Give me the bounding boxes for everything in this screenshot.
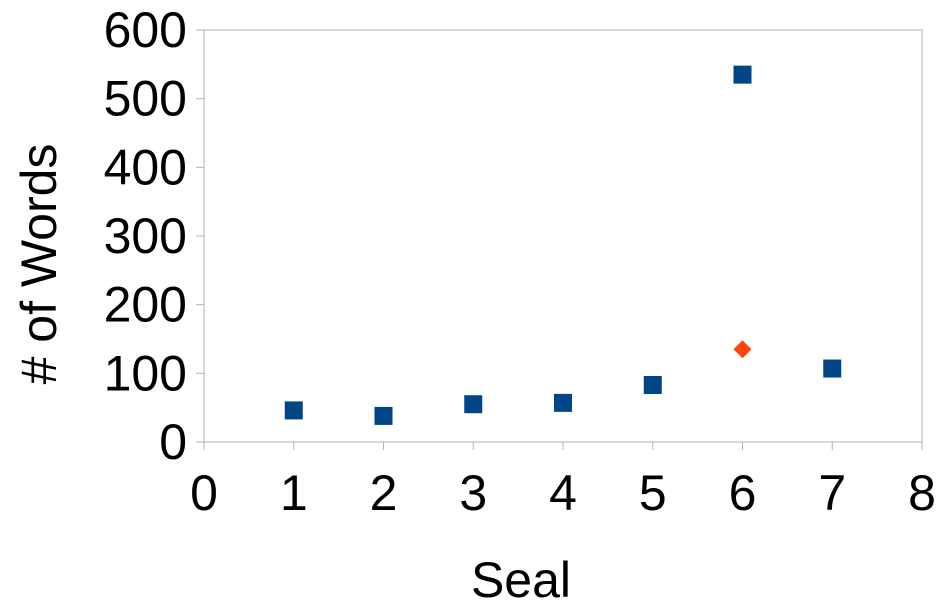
data-point-square — [284, 401, 303, 420]
data-point-square — [733, 65, 752, 84]
axes: 0 100 200 300 400 500 600 0 1 2 3 4 5 6 7 8 — [104, 2, 936, 521]
y-tick-label: 100 — [104, 345, 187, 401]
y-tick-label: 500 — [104, 71, 187, 127]
data-point-square — [643, 376, 662, 395]
y-tick-label: 300 — [104, 208, 187, 264]
data-point-square — [823, 359, 842, 378]
x-tick-label: 3 — [459, 465, 487, 521]
data-point-square — [554, 393, 572, 412]
data-point-diamond — [733, 340, 752, 359]
data-point-square — [464, 395, 483, 414]
x-tick-label: 1 — [280, 465, 308, 521]
x-tick-label: 8 — [908, 465, 936, 521]
x-tick-label: 4 — [549, 465, 577, 521]
data-points — [284, 65, 842, 425]
y-tick-label: 400 — [104, 139, 187, 195]
data-point-square — [374, 406, 393, 425]
x-tick-label: 6 — [729, 465, 757, 521]
x-tick-label: 5 — [639, 465, 667, 521]
y-tick-label: 600 — [104, 2, 187, 58]
x-tick-label: 2 — [370, 465, 398, 521]
x-axis-title: Seal — [471, 552, 571, 602]
plot-area — [203, 29, 923, 443]
x-tick-label: 7 — [818, 465, 846, 521]
x-tick-label: 0 — [190, 465, 218, 521]
y-axis-title: # of Words — [11, 144, 67, 385]
y-tick-label: 200 — [104, 277, 187, 333]
y-tick-label: 0 — [159, 414, 187, 470]
